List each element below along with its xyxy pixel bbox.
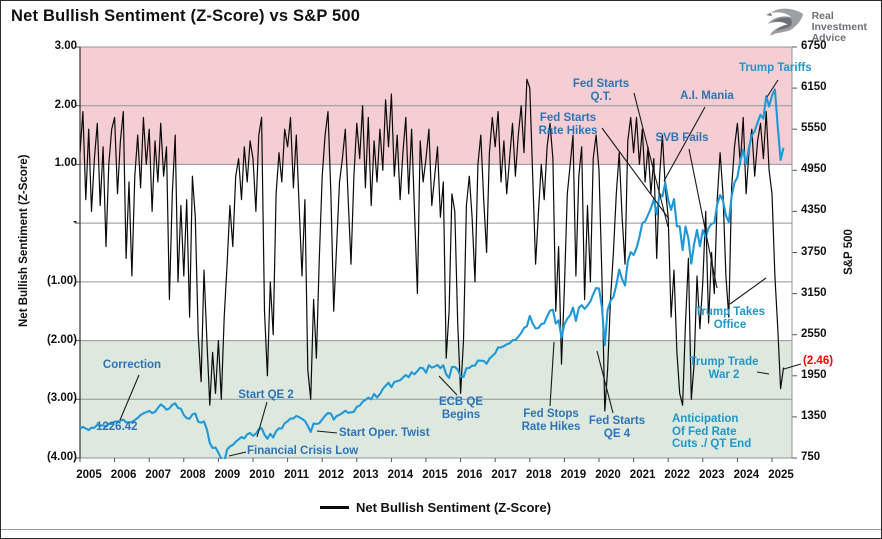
x-axis-tick: 2005 — [76, 469, 102, 481]
annotation-financial-crisis-low: Financial Crisis Low — [247, 445, 359, 457]
annotation-trump-tariffs: Trump Tariffs — [739, 62, 812, 74]
y-right-tick: 1950 — [801, 368, 827, 381]
annotation-2-46: (2.46) — [803, 355, 834, 367]
annotation-start-qe-2: Start QE 2 — [238, 389, 294, 401]
legend-line-swatch — [320, 506, 349, 509]
x-axis-tick: 2013 — [353, 469, 379, 481]
y-right-tick: 2550 — [801, 327, 827, 340]
x-axis-tick: 2022 — [664, 469, 690, 481]
y-left-tick: (4.00) — [46, 451, 77, 463]
x-axis-tick: 2020 — [595, 469, 621, 481]
x-axis-tick: 2015 — [422, 469, 448, 481]
x-axis-tick: 2014 — [387, 469, 414, 481]
x-axis-tick: 2012 — [318, 469, 344, 481]
annotation-correction: Correction — [102, 359, 162, 371]
y-right-tick: 4950 — [801, 163, 827, 176]
bottom-divider — [1, 529, 881, 530]
annotation-start-oper-twist: Start Oper. Twist — [339, 427, 430, 439]
eagle-icon — [760, 6, 806, 49]
brand-logo: Real Investment Advice — [760, 6, 867, 49]
y-left-tick: 1.00 — [54, 157, 77, 170]
annotation-1226-42: 1226.42 — [96, 421, 138, 433]
annotation-a-i-mania: A.I. Mania — [680, 90, 734, 102]
x-axis-tick: 2006 — [110, 469, 137, 481]
y-right-tick: 6750 — [801, 40, 827, 52]
x-axis-tick: 2009 — [214, 469, 241, 481]
annotation-fed-stops: Fed Stops Rate Hikes — [521, 408, 581, 433]
x-axis-tick: 2011 — [284, 469, 310, 481]
y-right-tick: 1350 — [801, 409, 827, 422]
left-axis-title: Net Bullish Sentiment (Z-Score) — [18, 154, 30, 327]
chart-title: Net Bullish Sentiment (Z-Score) vs S&P 5… — [11, 7, 361, 25]
x-axis-tick: 2010 — [249, 469, 275, 481]
legend-label: Net Bullish Sentiment (Z-Score) — [356, 500, 552, 515]
x-axis-tick: 2021 — [629, 469, 656, 481]
x-axis-tick: 2025 — [768, 469, 794, 481]
y-right-tick: 6150 — [801, 81, 827, 94]
annotation-trump-takes: Trump Takes Office — [694, 306, 766, 331]
x-axis-tick: 2024 — [733, 469, 760, 481]
y-left-tick: 2.00 — [54, 98, 77, 111]
x-axis-tick: 2008 — [180, 469, 206, 481]
right-axis-title: S&P 500 — [843, 229, 855, 275]
annotation-svb-fails: SVB Fails — [655, 132, 709, 144]
x-axis-tick: 2019 — [560, 469, 587, 481]
x-axis-tick: 2023 — [699, 469, 725, 481]
legend: Net Bullish Sentiment (Z-Score) — [320, 500, 551, 515]
x-axis-tick: 2018 — [526, 469, 552, 481]
annotation-fed-starts: Fed Starts Rate Hikes — [538, 112, 598, 137]
y-left-tick: (2.00) — [46, 333, 77, 346]
brand-text: Real Investment Advice — [811, 10, 867, 44]
y-right-tick: 750 — [801, 451, 821, 463]
annotation-trump-trade: Trump Trade War 2 — [689, 356, 759, 381]
x-axis-tick: 2016 — [456, 469, 483, 481]
y-left-tick: 3.00 — [54, 40, 77, 52]
annotation-fed-starts: Fed Starts Q.T. — [572, 78, 630, 103]
y-right-tick: 5550 — [801, 122, 827, 135]
y-left-tick: (1.00) — [46, 274, 77, 287]
y-right-tick: 3150 — [801, 286, 827, 299]
y-left-tick: (3.00) — [46, 392, 77, 405]
annotation-fed-starts: Fed Starts QE 4 — [588, 415, 646, 440]
x-axis-tick: 2007 — [145, 469, 171, 481]
y-left-tick: - — [73, 216, 77, 229]
annotation-anticipation: Anticipation Of Fed Rate Cuts ./ QT End — [672, 413, 752, 450]
y-right-tick: 4350 — [801, 204, 827, 217]
annotation-ecb-qe: ECB QE Begins — [438, 396, 484, 421]
y-right-tick: 3750 — [801, 245, 827, 258]
x-axis-tick: 2017 — [491, 469, 517, 481]
